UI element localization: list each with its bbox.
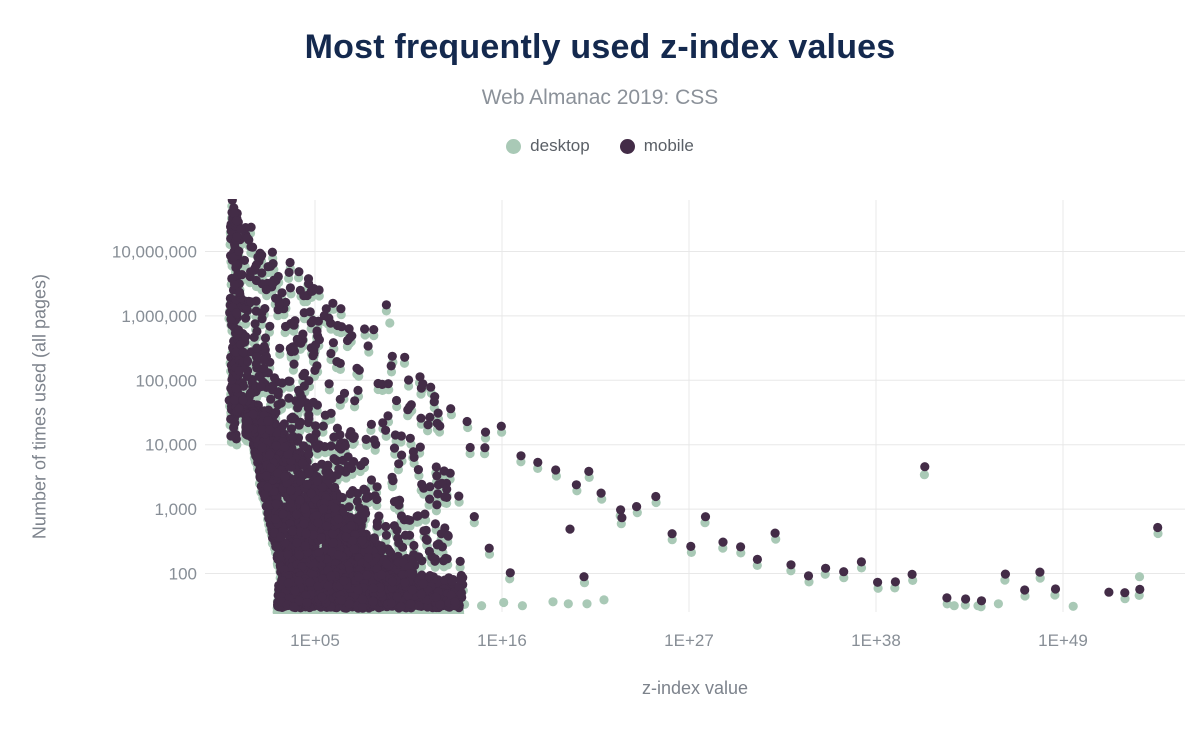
- x-axis-tick-labels: 1E+05 1E+16 1E+27 1E+38 1E+49: [290, 631, 1088, 650]
- y-tick-label: 1,000: [154, 500, 197, 519]
- y-axis-tick-labels: 10,000,000 1,000,000 100,000 10,000 1,000 100: [112, 243, 197, 584]
- desktop-legend-dot-icon: [506, 138, 522, 154]
- x-tick-label: 1E+49: [1038, 631, 1088, 650]
- chart-subtitle: Web Almanac 2019: CSS: [481, 86, 719, 109]
- x-axis-title: z-index value: [641, 678, 749, 698]
- mobile-points: [224, 199, 1163, 613]
- y-tick-label: 10,000: [145, 436, 197, 455]
- x-tick-label: 1E+16: [477, 631, 527, 650]
- y-tick-label: 100,000: [136, 371, 197, 390]
- legend-label-desktop: desktop: [530, 136, 590, 155]
- legend-item-mobile: mobile: [619, 136, 694, 156]
- chart-title: Most frequently used z-index values: [304, 28, 896, 66]
- x-tick-label: 1E+05: [290, 631, 340, 650]
- y-tick-label: 1,000,000: [121, 307, 197, 326]
- y-tick-label: 100: [169, 565, 197, 584]
- legend-label-mobile: mobile: [643, 136, 694, 155]
- legend: desktop mobile: [0, 136, 1200, 156]
- x-tick-label: 1E+27: [664, 631, 714, 650]
- x-tick-label: 1E+38: [851, 631, 901, 650]
- mobile-legend-dot-icon: [619, 138, 635, 154]
- y-tick-label: 10,000,000: [112, 243, 197, 262]
- legend-item-desktop: desktop: [506, 136, 590, 156]
